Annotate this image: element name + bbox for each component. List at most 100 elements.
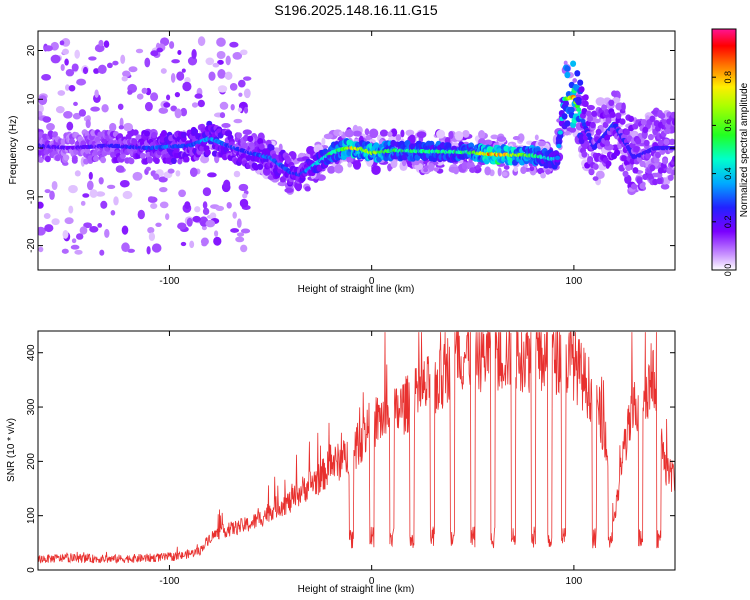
heatmap-cell [642, 126, 649, 134]
heatmap-cell [575, 98, 582, 106]
heatmap-cell [82, 66, 89, 75]
heatmap-cell [186, 217, 193, 227]
heatmap-cell [216, 37, 226, 47]
heatmap-cell [132, 129, 139, 136]
heatmap-cell [589, 121, 596, 129]
heatmap-cell [71, 157, 78, 164]
heatmap-cell [647, 133, 654, 141]
heatmap-cell [202, 201, 208, 209]
heatmap-cell [100, 200, 108, 209]
heatmap-cell [278, 143, 283, 152]
heatmap-cell [649, 115, 656, 123]
heatmap-cell [651, 110, 659, 115]
heatmap-cell [79, 226, 88, 235]
top-y-tick-label: -20 [26, 238, 37, 253]
heatmap-cell [564, 71, 571, 79]
heatmap-cell [537, 140, 546, 147]
heatmap-cell [466, 160, 475, 169]
heatmap-cell [592, 176, 599, 181]
heatmap-cell [66, 121, 74, 131]
heatmap-cell [68, 184, 78, 194]
bottom-x-tick-label: 100 [566, 576, 583, 587]
colorbar: 0.0 0.2 0.4 0.6 0.8 Normalized spectral ampl… [711, 28, 750, 276]
heatmap-cell [44, 155, 51, 163]
heatmap-cell [636, 177, 643, 185]
heatmap-cell [513, 166, 519, 172]
heatmap-cell [38, 110, 43, 117]
heatmap-cell [581, 151, 588, 158]
heatmap-cell [75, 233, 84, 240]
heatmap-cell [104, 228, 110, 238]
heatmap-cell [51, 180, 58, 191]
heatmap-cell [405, 129, 415, 137]
heatmap-cell [379, 129, 389, 137]
heatmap-cell [184, 201, 191, 209]
heatmap-cell [55, 106, 65, 114]
heatmap-cell [660, 183, 670, 190]
heatmap-cell [534, 134, 539, 141]
heatmap-cell [189, 240, 195, 249]
heatmap-cell [591, 110, 598, 117]
heatmap-cell [369, 128, 379, 139]
heatmap-cell [88, 56, 97, 61]
heatmap-cell [604, 140, 611, 147]
heatmap-cell [576, 107, 582, 112]
heatmap-cell [245, 154, 252, 162]
heatmap-cell [52, 131, 58, 138]
heatmap-cell [666, 167, 673, 174]
heatmap-cell [177, 158, 183, 165]
heatmap-cell [44, 224, 54, 233]
heatmap-cell [159, 186, 168, 193]
heatmap-cell [238, 183, 249, 192]
heatmap-cell [176, 71, 185, 81]
heatmap-cell [230, 228, 240, 233]
heatmap-cell [623, 128, 630, 136]
heatmap-cell [144, 130, 150, 137]
heatmap-cell [237, 79, 246, 88]
heatmap-cell [197, 36, 206, 47]
heatmap-cell [229, 41, 239, 48]
heatmap-cell [125, 133, 132, 141]
heatmap-cell [643, 139, 650, 147]
heatmap-cell [448, 131, 454, 140]
heatmap-cell [230, 103, 235, 111]
heatmap-cell [43, 45, 54, 52]
heatmap-cell [119, 117, 124, 128]
heatmap-cell [216, 50, 226, 60]
heatmap-cell [202, 187, 212, 197]
heatmap-cell [161, 130, 167, 137]
heatmap-cell [148, 196, 155, 202]
heatmap-cell [346, 157, 354, 163]
heatmap-cell [158, 107, 169, 114]
heatmap-cell [236, 218, 242, 228]
heatmap-cell [595, 97, 606, 106]
heatmap-cell [181, 68, 186, 73]
heatmap-cell [490, 134, 499, 140]
heatmap-cell [100, 156, 107, 164]
heatmap-cell [49, 190, 55, 200]
heatmap-cell [327, 165, 336, 174]
heatmap-cell [520, 166, 527, 175]
top-x-tick-label: -100 [159, 276, 179, 287]
bottom-y-tick-label: 200 [26, 453, 37, 470]
heatmap-cell [209, 212, 217, 220]
heatmap-cell [119, 179, 130, 188]
colorbar-tick-label: 0.6 [723, 119, 733, 132]
heatmap-cell [445, 142, 452, 149]
heatmap-cell [62, 229, 69, 239]
heatmap-cell [191, 102, 199, 108]
heatmap-cell [42, 133, 49, 140]
top-x-axis-label: Height of straight line (km) [298, 284, 415, 295]
heatmap-cell [106, 62, 113, 69]
heatmap-cell [503, 165, 510, 170]
snr-panel: -100 0 100 0 100 200 300 400 Height of straight… [6, 330, 676, 595]
heatmap-cell [95, 191, 106, 197]
heatmap-cell [640, 119, 647, 126]
heatmap-cell [97, 64, 107, 75]
heatmap-cell [38, 95, 48, 106]
heatmap-cell [672, 118, 675, 126]
heatmap-cell [141, 87, 148, 94]
heatmap-cell [423, 167, 429, 173]
top-y-tick-label: -10 [26, 189, 37, 204]
